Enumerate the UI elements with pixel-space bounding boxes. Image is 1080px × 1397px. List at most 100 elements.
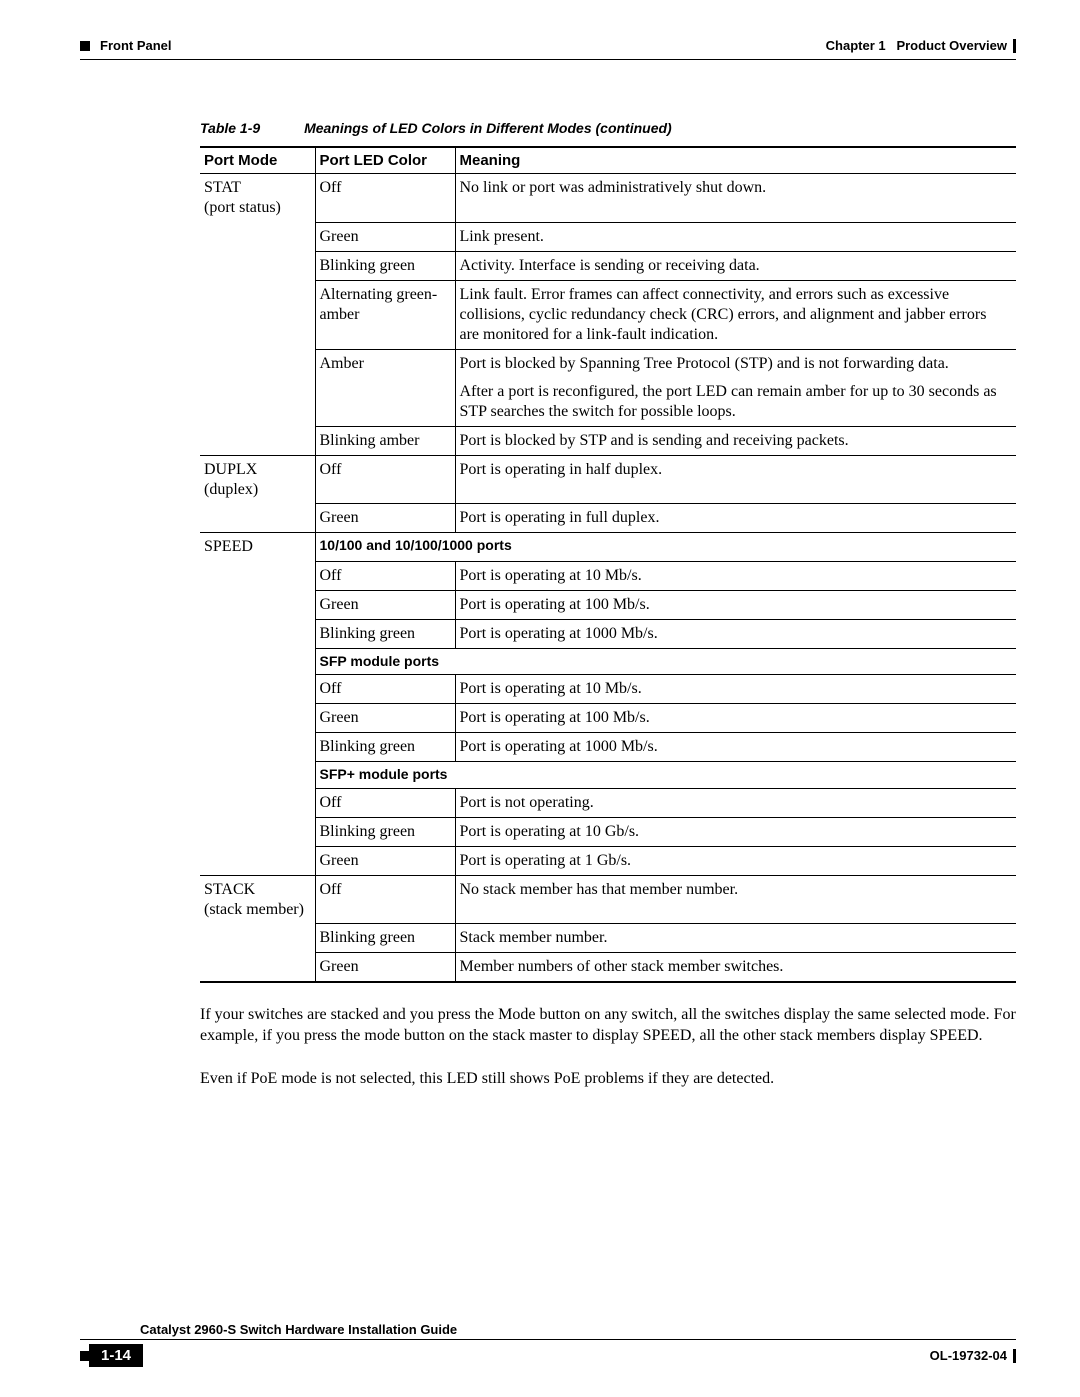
table-row: Off Port is operating at 10 Mb/s.	[200, 675, 1016, 704]
cell-meaning: Port is operating at 10 Mb/s.	[455, 561, 1016, 590]
table-row: SFP module ports	[200, 648, 1016, 675]
cell-mode	[200, 349, 315, 426]
section-name: Front Panel	[100, 38, 172, 53]
table-row: Blinking green Port is operating at 10 G…	[200, 817, 1016, 846]
table-row: Blinking green Port is operating at 1000…	[200, 619, 1016, 648]
square-icon	[80, 41, 90, 51]
cell-color: Blinking green	[315, 733, 455, 762]
cell-color: Green	[315, 590, 455, 619]
mode-label: STAT	[204, 179, 241, 196]
cell-meaning: Port is blocked by STP and is sending an…	[455, 426, 1016, 455]
col-port-mode: Port Mode	[200, 147, 315, 174]
table-row: STAT (port status) Off No link or port w…	[200, 174, 1016, 223]
table-row: Blinking green Port is operating at 1000…	[200, 733, 1016, 762]
col-port-led-color: Port LED Color	[315, 147, 455, 174]
cell-color: Green	[315, 953, 455, 983]
subheader: SFP module ports	[315, 648, 1016, 675]
cell-meaning: Port is operating in full duplex.	[455, 504, 1016, 533]
mode-sub: (duplex)	[204, 481, 258, 498]
cell-color: Green	[315, 504, 455, 533]
doc-id: OL-19732-04	[930, 1348, 1016, 1363]
cell-color: Green	[315, 222, 455, 251]
cell-color: Alternating green-amber	[315, 280, 455, 349]
cell-meaning: Port is operating at 1 Gb/s.	[455, 846, 1016, 875]
chapter-title: Product Overview	[896, 38, 1007, 53]
cell-mode: SPEED	[200, 533, 315, 562]
running-footer: Catalyst 2960-S Switch Hardware Installa…	[80, 1322, 1016, 1367]
cell-mode	[200, 222, 315, 251]
cell-color: Blinking green	[315, 924, 455, 953]
table-row: SPEED 10/100 and 10/100/1000 ports	[200, 533, 1016, 562]
table-row: Alternating green-amber Link fault. Erro…	[200, 280, 1016, 349]
header-left: Front Panel	[80, 38, 172, 53]
cell-color: Amber	[315, 349, 455, 426]
doc-id-text: OL-19732-04	[930, 1348, 1007, 1363]
body-paragraph: Even if PoE mode is not selected, this L…	[200, 1069, 1016, 1090]
cell-color: Blinking green	[315, 251, 455, 280]
table-row: SFP+ module ports	[200, 762, 1016, 789]
cell-meaning: Link fault. Error frames can affect conn…	[455, 280, 1016, 349]
cell-meaning: Port is operating at 100 Mb/s.	[455, 704, 1016, 733]
cell-mode	[200, 426, 315, 455]
page-number: 1-14	[89, 1344, 143, 1367]
cell-meaning: Port is operating at 1000 Mb/s.	[455, 733, 1016, 762]
cell-color: Off	[315, 875, 455, 924]
table-title: Meanings of LED Colors in Different Mode…	[304, 120, 672, 136]
cell-color: Off	[315, 455, 455, 504]
mode-label: DUPLX	[204, 461, 257, 478]
subheader: SFP+ module ports	[315, 762, 1016, 789]
cell-meaning: Stack member number.	[455, 924, 1016, 953]
cell-mode	[200, 504, 315, 533]
mode-sub: (port status)	[204, 199, 281, 216]
subheader: 10/100 and 10/100/1000 ports	[315, 533, 1016, 562]
cell-color: Off	[315, 174, 455, 223]
table-row: Off Port is operating at 10 Mb/s.	[200, 561, 1016, 590]
cell-meaning: No link or port was administratively shu…	[455, 174, 1016, 223]
cell-mode	[200, 280, 315, 349]
table-row: Blinking green Activity. Interface is se…	[200, 251, 1016, 280]
cell-meaning: Member numbers of other stack member swi…	[455, 953, 1016, 983]
meaning-p: Port is blocked by Spanning Tree Protoco…	[460, 354, 1009, 374]
running-header: Front Panel Chapter 1 Product Overview	[80, 38, 1016, 53]
header-right: Chapter 1 Product Overview	[826, 38, 1016, 53]
col-meaning: Meaning	[455, 147, 1016, 174]
cell-meaning: Port is operating in half duplex.	[455, 455, 1016, 504]
cell-color: Off	[315, 561, 455, 590]
body-paragraph: If your switches are stacked and you pre…	[200, 1005, 1016, 1047]
cell-color: Blinking green	[315, 817, 455, 846]
table-row: Green Port is operating at 100 Mb/s.	[200, 704, 1016, 733]
table-caption: Table 1-9 Meanings of LED Colors in Diff…	[200, 120, 1016, 136]
table-row: Amber Port is blocked by Spanning Tree P…	[200, 349, 1016, 426]
table-row: STACK (stack member) Off No stack member…	[200, 875, 1016, 924]
table-row: Blinking green Stack member number.	[200, 924, 1016, 953]
cell-meaning: Port is operating at 10 Mb/s.	[455, 675, 1016, 704]
table-row: Green Member numbers of other stack memb…	[200, 953, 1016, 983]
cell-color: Green	[315, 846, 455, 875]
cell-color: Off	[315, 788, 455, 817]
table-row: Blinking amber Port is blocked by STP an…	[200, 426, 1016, 455]
chapter-label: Chapter 1	[826, 38, 886, 53]
cell-meaning: Port is operating at 1000 Mb/s.	[455, 619, 1016, 648]
content: Table 1-9 Meanings of LED Colors in Diff…	[80, 120, 1016, 1089]
meaning-p: After a port is reconfigured, the port L…	[460, 382, 1009, 422]
cell-meaning: Port is operating at 10 Gb/s.	[455, 817, 1016, 846]
page: Front Panel Chapter 1 Product Overview T…	[0, 0, 1080, 1397]
table-row: Green Port is operating in full duplex.	[200, 504, 1016, 533]
cell-mode: STAT (port status)	[200, 174, 315, 223]
cell-color: Off	[315, 675, 455, 704]
led-table: Port Mode Port LED Color Meaning STAT (p…	[200, 146, 1016, 983]
cell-meaning: No stack member has that member number.	[455, 875, 1016, 924]
table-row: Off Port is not operating.	[200, 788, 1016, 817]
bar-icon	[1013, 1349, 1016, 1363]
cell-meaning: Port is operating at 100 Mb/s.	[455, 590, 1016, 619]
cell-mode: DUPLX (duplex)	[200, 455, 315, 504]
table-row: DUPLX (duplex) Off Port is operating in …	[200, 455, 1016, 504]
cell-color: Blinking green	[315, 619, 455, 648]
cell-meaning: Link present.	[455, 222, 1016, 251]
header-rule	[80, 59, 1016, 60]
cell-meaning: Port is blocked by Spanning Tree Protoco…	[455, 349, 1016, 426]
cell-color: Green	[315, 704, 455, 733]
cell-color: Blinking amber	[315, 426, 455, 455]
table-header-row: Port Mode Port LED Color Meaning	[200, 147, 1016, 174]
mode-label: STACK	[204, 881, 255, 898]
